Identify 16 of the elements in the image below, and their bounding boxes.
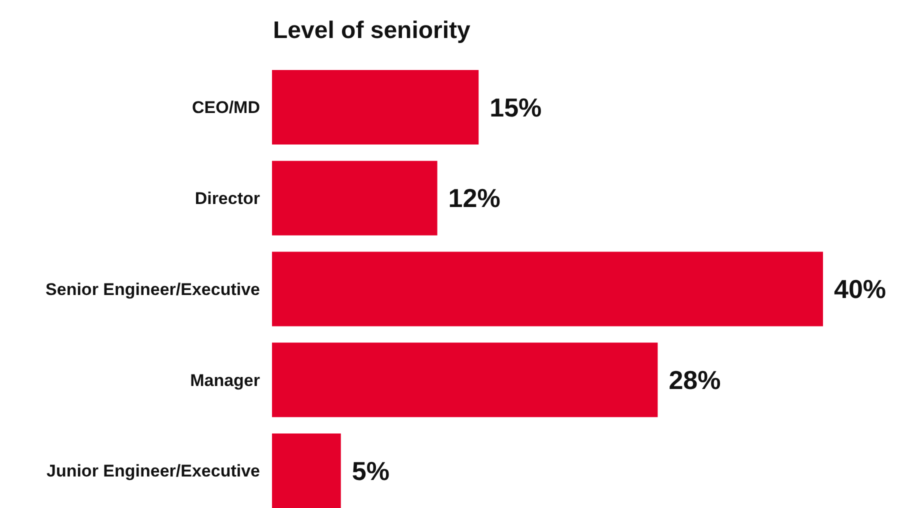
y-tick-label: Junior Engineer/Executive [46,462,260,481]
y-tick-label: Manager [190,370,260,390]
y-tick-label: Director [194,189,260,208]
bar [272,70,479,145]
data-label: 12% [448,183,500,214]
bar [272,433,341,508]
bar [272,160,438,236]
data-label: 5% [352,456,390,486]
data-label: 40% [834,274,886,304]
y-tick-label: CEO/MD [192,98,260,118]
data-label: 28% [668,364,721,395]
data-label: 15% [490,92,542,122]
bar [272,342,658,418]
chart-title: Level of seniority [273,17,472,44]
y-tick-label: Senior Engineer/Executive [46,280,260,299]
bar [272,252,823,326]
